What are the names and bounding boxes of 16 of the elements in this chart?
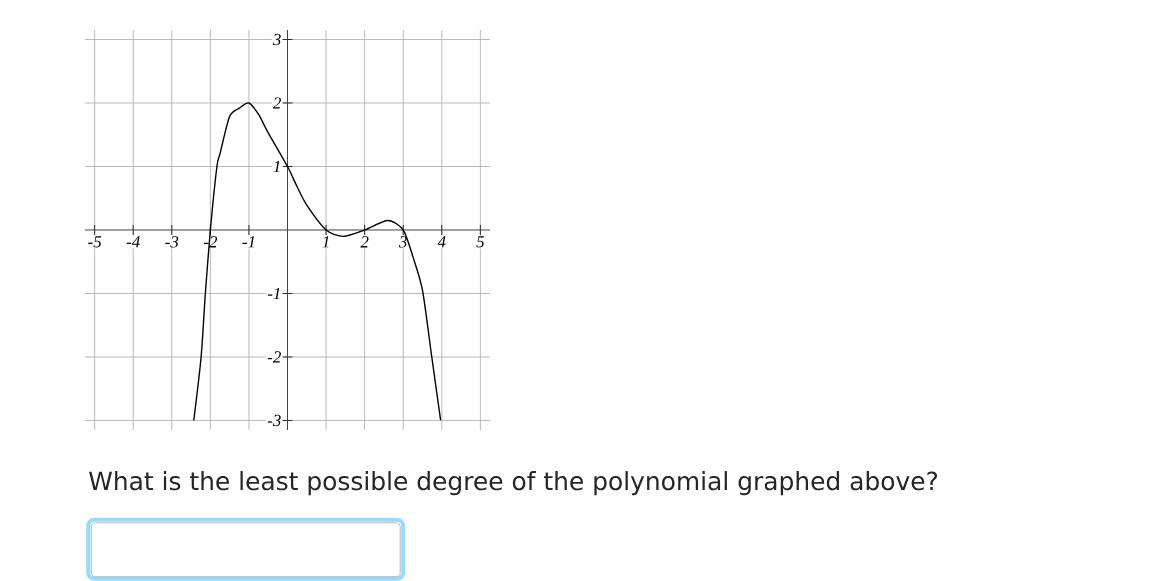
x-tick-label: 2 bbox=[360, 236, 369, 248]
y-tick-label: 2 bbox=[272, 97, 281, 109]
y-tick-label: -3 bbox=[267, 414, 281, 427]
x-tick-label: -1 bbox=[242, 236, 255, 248]
x-tick-label: 3 bbox=[398, 236, 407, 248]
x-tick-label: 5 bbox=[476, 236, 485, 248]
text: What is the least possible degree of the polynomial graphed above? bbox=[89, 471, 938, 496]
x-tick-label: 1 bbox=[322, 236, 329, 248]
x-tick-label: -5 bbox=[88, 236, 102, 248]
y-tick-label: 3 bbox=[272, 33, 281, 46]
y-tick-label: 1 bbox=[273, 160, 280, 173]
x-tick-label: 4 bbox=[437, 236, 446, 248]
x-tick-label: -3 bbox=[165, 236, 179, 248]
y-tick-label: -1 bbox=[267, 287, 280, 300]
y-tick-label: -2 bbox=[267, 351, 281, 363]
x-tick-label: -4 bbox=[126, 236, 140, 248]
